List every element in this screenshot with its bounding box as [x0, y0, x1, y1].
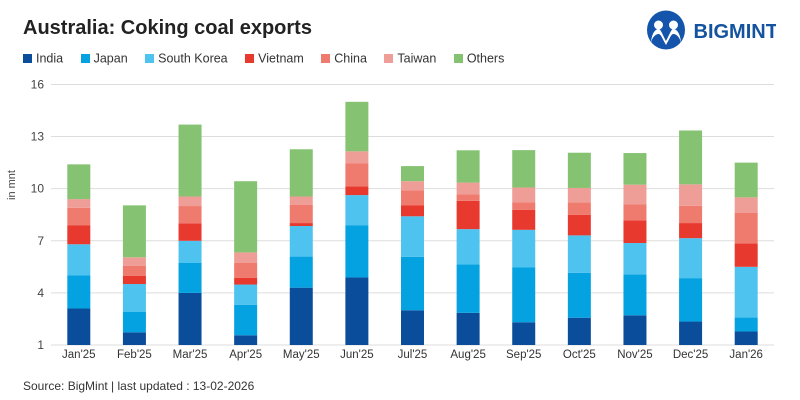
- svg-text:Aug'25: Aug'25: [450, 349, 485, 361]
- svg-text:10: 10: [31, 182, 45, 196]
- svg-text:Jan'26: Jan'26: [729, 349, 763, 361]
- svg-text:Jun'25: Jun'25: [340, 349, 374, 361]
- svg-text:Apr'25: Apr'25: [229, 349, 262, 361]
- svg-text:Oct'25: Oct'25: [563, 349, 596, 361]
- svg-text:Jul'25: Jul'25: [398, 349, 428, 361]
- svg-text:13: 13: [31, 130, 45, 144]
- svg-text:Jan'25: Jan'25: [62, 349, 96, 361]
- svg-text:Feb'25: Feb'25: [117, 349, 152, 361]
- svg-text:16: 16: [31, 77, 45, 91]
- svg-text:Dec'25: Dec'25: [673, 349, 708, 361]
- svg-text:Nov'25: Nov'25: [617, 349, 652, 361]
- svg-text:May'25: May'25: [283, 349, 320, 361]
- svg-text:7: 7: [37, 234, 44, 248]
- svg-text:Sep'25: Sep'25: [506, 349, 541, 361]
- svg-text:4: 4: [37, 286, 44, 300]
- svg-text:Mar'25: Mar'25: [173, 349, 208, 361]
- svg-text:1: 1: [37, 338, 44, 352]
